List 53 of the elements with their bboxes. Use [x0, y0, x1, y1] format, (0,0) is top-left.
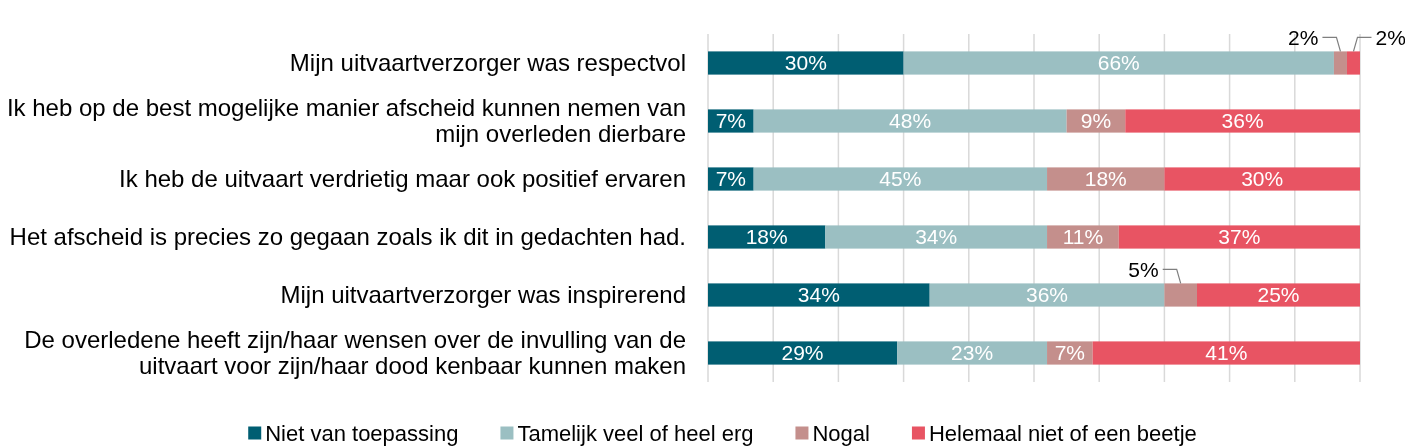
bar [1346, 51, 1360, 75]
bar [1092, 341, 1360, 365]
y-tick-label: Ik heb op de best mogelijke manier afscheid kunnen nemen van mijn overleden dierbare [6, 94, 686, 148]
bar [753, 167, 1048, 191]
y-tick-label: Het afscheid is precies zo gegaan zoals ik dit in gedachten had. [9, 223, 686, 251]
bar [753, 109, 1067, 133]
bar [903, 51, 1334, 75]
data-label: 34% [915, 225, 958, 249]
bar [1125, 109, 1360, 133]
data-label: 18% [1084, 167, 1127, 191]
data-label: 2% [1288, 25, 1319, 49]
bar [708, 283, 930, 307]
y-tick-label: Mijn uitvaartverzorger was inspirerend [280, 281, 686, 309]
bar [708, 51, 904, 75]
bar [1333, 51, 1347, 75]
legend-label: Helemaal niet of een beetje [928, 420, 1197, 446]
data-label: 9% [1080, 109, 1112, 133]
data-label: 30% [1241, 167, 1284, 191]
legend-label: Tamelijk veel of heel erg [517, 420, 754, 446]
y-tick-label: Ik heb de uitvaart verdrietig maar ook positief ervaren [119, 165, 686, 193]
data-label: 36% [1221, 109, 1264, 133]
data-label: 48% [889, 109, 932, 133]
bar [1164, 167, 1360, 191]
bar [708, 341, 898, 365]
data-label: 25% [1257, 283, 1300, 307]
data-label: 7% [715, 167, 746, 191]
data-label: 23% [951, 341, 994, 365]
bar [897, 341, 1048, 365]
data-label: 18% [745, 225, 788, 249]
legend-label: Niet van toepassing [265, 420, 459, 446]
data-label: 41% [1205, 341, 1248, 365]
bar [1164, 283, 1197, 307]
bar [708, 225, 826, 249]
bar [1118, 225, 1360, 249]
bar [825, 225, 1048, 249]
data-label: 5% [1128, 257, 1159, 281]
bar [929, 283, 1165, 307]
bar [1197, 283, 1360, 307]
y-tick-label: Mijn uitvaartverzorger was respectvol [289, 49, 686, 77]
data-label: 11% [1062, 225, 1104, 249]
bar [1047, 167, 1165, 191]
legend-label: Nogal [812, 420, 870, 446]
data-label: 37% [1218, 225, 1261, 249]
data-label: 7% [715, 109, 746, 133]
data-label: 36% [1026, 283, 1069, 307]
data-label: 30% [784, 51, 827, 75]
data-label: 7% [1054, 341, 1086, 365]
data-label: 45% [879, 167, 922, 191]
data-label: 66% [1097, 51, 1140, 75]
data-label: 29% [781, 341, 824, 365]
data-label: 34% [797, 283, 840, 307]
data-label: 2% [1375, 25, 1405, 49]
y-tick-label: De overledene heeft zijn/haar wensen over de invulling van de uitvaart voor zijn/haar dood kenbaar kunnen maken [24, 326, 686, 380]
